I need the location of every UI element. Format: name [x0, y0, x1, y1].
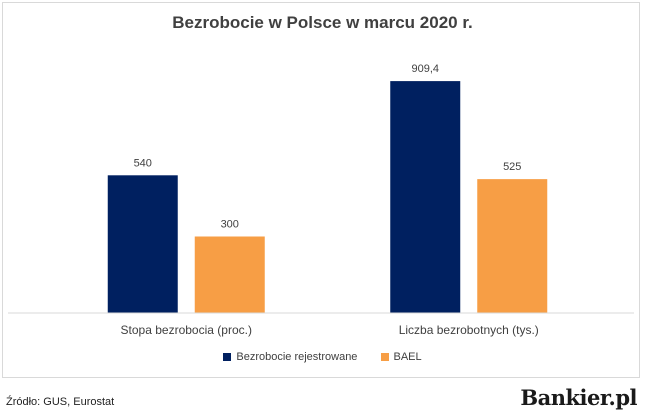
x-tick-label: Liczba bezrobotnych (tys.): [399, 323, 539, 337]
x-tick-label: Stopa bezrobocia (proc.): [121, 323, 252, 337]
legend-label-series-2: BAEL: [393, 351, 422, 363]
bankier-logo: Bankier.pl: [520, 385, 637, 410]
chart-title: Bezrobocie w Polsce w marcu 2020 r.: [172, 13, 473, 32]
legend-item-series-1: Bezrobocie rejestrowane: [223, 351, 357, 363]
bar-chart: 540 300 Stopa bezrobocia (proc.) 909,4 525 Li…: [8, 63, 634, 337]
bar: [477, 179, 548, 313]
data-label: 909,4: [411, 63, 439, 75]
bar: [107, 175, 178, 313]
bar: [194, 236, 265, 313]
data-label: 525: [503, 161, 521, 173]
data-label: 300: [221, 219, 239, 231]
bar: [390, 81, 461, 313]
data-label: 540: [134, 157, 152, 169]
legend: Bezrobocie rejestrowane BAEL: [0, 351, 645, 364]
legend-swatch-series-2: [380, 353, 389, 361]
source-note: Źródło: GUS, Eurostat: [6, 396, 115, 408]
legend-label-series-1: Bezrobocie rejestrowane: [236, 351, 358, 363]
legend-item-series-2: BAEL: [380, 351, 422, 363]
legend-swatch-series-1: [223, 353, 232, 361]
